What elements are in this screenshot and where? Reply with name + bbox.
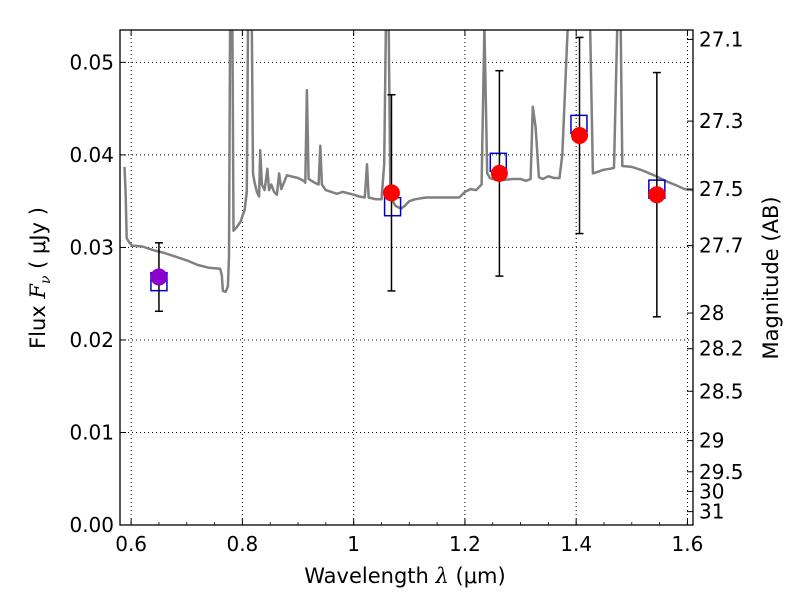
x-tick-label: 0.8 [226, 532, 258, 556]
y2-tick-label: 31 [699, 500, 724, 524]
y-tick-label: 0.05 [69, 50, 114, 74]
ticks: 0.6 0.8 1 1.2 1.4 1.6 0.00 0.01 0.02 0.03 0.04 0.05… [69, 27, 743, 556]
y2-tick-label: 29 [699, 429, 724, 453]
observed-point [571, 126, 589, 144]
x-tick-label: 1 [347, 532, 360, 556]
markers [150, 36, 666, 318]
observed-point [648, 186, 666, 204]
y2-tick-label: 27.3 [699, 109, 744, 133]
observed-point [490, 164, 508, 182]
y-tick-label: 0.01 [69, 420, 114, 444]
x-tick-label: 0.6 [115, 532, 147, 556]
plot-area [123, 30, 693, 294]
x-tick-label: 1.2 [449, 532, 481, 556]
y2-axis-title: Magnitude (AB) [759, 196, 783, 359]
observed-point [150, 268, 168, 286]
observed-point [382, 184, 400, 202]
y2-tick-label: 27.7 [699, 234, 744, 258]
sed-line [123, 30, 693, 294]
y2-tick-label: 28.5 [699, 379, 744, 403]
y-axis-title: Flux Fν ( μJy ) [26, 207, 54, 349]
y2-tick-label: 28 [699, 301, 724, 325]
plot-frame [119, 29, 694, 526]
y-tick-label: 0.04 [69, 143, 114, 167]
y2-tick-label: 29.5 [699, 460, 744, 484]
x-tick-label: 1.6 [672, 532, 704, 556]
y-tick-label: 0.03 [69, 235, 114, 259]
y2-tick-label: 27.5 [699, 177, 744, 201]
x-axis-title: Wavelength λ (μm) [304, 564, 505, 588]
y-tick-label: 0.02 [69, 328, 114, 352]
y2-tick-label: 30 [699, 479, 724, 503]
x-tick-label: 1.4 [560, 532, 592, 556]
y2-tick-label: 27.1 [699, 27, 744, 51]
grid [120, 30, 693, 526]
y-tick-label: 0.00 [69, 513, 114, 537]
y2-tick-label: 28.2 [699, 337, 744, 361]
